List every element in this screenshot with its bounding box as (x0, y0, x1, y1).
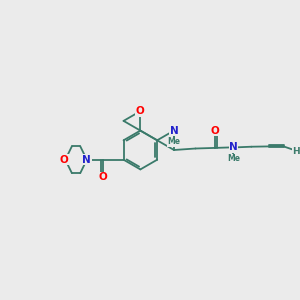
Text: O: O (211, 126, 219, 136)
Text: O: O (99, 172, 108, 182)
Text: O: O (59, 155, 68, 165)
Text: H: H (292, 147, 300, 156)
Text: N: N (82, 155, 91, 165)
Text: Me: Me (227, 154, 240, 163)
Text: N: N (229, 142, 238, 152)
Text: O: O (136, 106, 145, 116)
Text: Me: Me (167, 137, 181, 146)
Text: N: N (169, 126, 178, 136)
